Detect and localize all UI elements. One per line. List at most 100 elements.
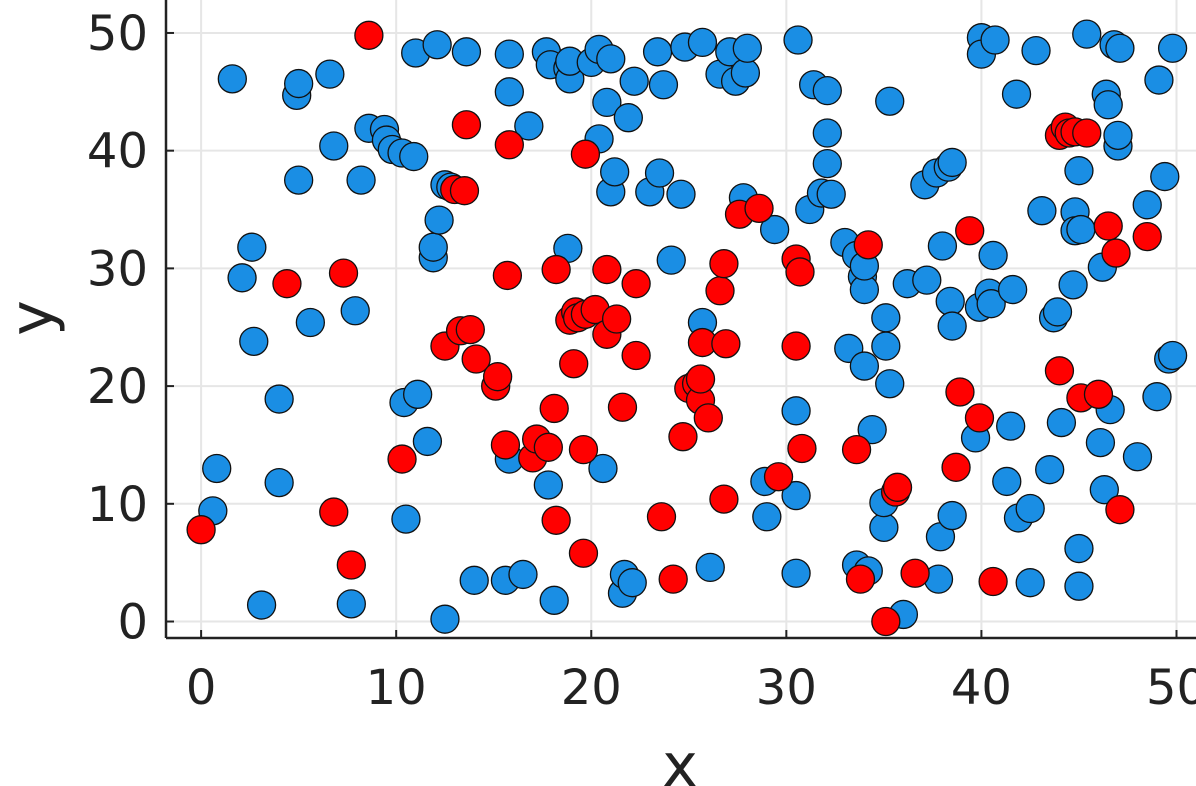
data-point-red [1105,495,1135,525]
data-point-blue [588,453,618,484]
data-point-blue [812,75,842,106]
data-point-red [387,444,417,474]
data-point-blue [816,179,846,209]
data-point-red [785,257,815,287]
data-point-red [494,130,524,160]
data-point-red [336,550,366,580]
data-point-blue [656,245,686,275]
data-point-blue [346,165,376,195]
data-point-blue [996,411,1026,441]
data-point-blue [976,289,1006,319]
data-point-red [978,566,1008,597]
data-point-red [685,364,716,394]
data-point-red [272,269,302,299]
data-point-blue [592,87,622,118]
data-point-red [492,260,523,291]
x-tick-label: 20 [561,660,622,716]
data-point-blue [295,307,326,338]
data-point-blue [1157,33,1188,63]
data-point-blue [217,64,247,94]
data-point-blue [871,303,901,333]
y-tick-label: 40 [87,124,148,180]
data-point-red [1072,118,1102,148]
data-point-red [541,254,571,285]
data-point-red [186,515,216,545]
data-point-blue [514,111,544,141]
data-point-red [964,403,995,433]
data-point-blue [869,512,899,543]
data-point-blue [227,263,257,293]
data-point-blue [1064,533,1094,564]
data-point-blue [451,37,482,67]
data-point-red [1044,356,1075,386]
data-point-blue [617,568,647,598]
data-point-red [841,435,872,465]
data-point-blue [812,148,842,179]
data-point-red [607,392,638,422]
data-point-red [787,433,817,464]
data-point-blue [399,141,429,172]
axes [164,0,1196,640]
data-point-blue [978,240,1008,271]
data-point-red [871,606,901,637]
data-point-red [945,377,975,407]
data-point-red [941,452,971,482]
data-point-blue [264,384,294,414]
data-point-blue [1066,214,1096,245]
data-point-blue [730,58,761,88]
data-point-blue [875,86,905,116]
y-tick-label: 30 [87,241,148,297]
data-point-blue [202,453,232,484]
data-point-blue [494,77,524,107]
data-point-blue [494,39,524,69]
data-point-red [705,276,735,306]
x-axis-label: x [662,731,698,786]
data-point-red [592,254,622,285]
data-point-blue [391,504,421,534]
data-point-blue [1058,270,1088,300]
data-point-blue [1046,407,1077,438]
data-point-blue [1122,442,1153,472]
data-point-blue [997,274,1028,305]
data-point-blue [1105,33,1135,63]
data-point-red [744,193,774,224]
data-point-blue [1015,568,1045,598]
x-tick-label: 40 [951,660,1012,716]
data-point-blue [927,231,958,261]
data-point-blue [1001,79,1032,109]
data-point-red [490,430,521,460]
data-point-blue [596,44,626,74]
data-point-blue [619,66,649,96]
data-point-blue [1157,340,1188,371]
data-point-red [621,269,651,299]
data-point-red [1101,238,1131,268]
data-point-red [601,304,632,334]
data-point-blue [1027,196,1057,226]
data-point-red [1093,211,1123,241]
data-point-red [541,505,571,535]
y-axis-label: y [0,300,67,336]
data-point-red [621,340,651,371]
data-point-red [955,216,985,246]
data-point-blue [935,286,965,316]
x-tick-label: 50 [1146,660,1196,716]
data-point-blue [1089,475,1119,505]
data-point-blue [424,205,454,235]
data-point-blue [539,585,569,615]
data-point-blue [1093,90,1123,120]
y-tick-label: 0 [117,595,148,651]
data-point-blue [1150,161,1180,192]
data-point-red [568,538,599,568]
data-point-red [451,110,482,140]
data-point-red [853,230,883,260]
data-point-blue [937,147,967,178]
data-point-blue [412,426,443,457]
data-points [186,19,1188,637]
data-point-blue [613,103,643,133]
data-point-red [711,329,741,359]
data-point-red [461,344,491,374]
data-point-blue [849,351,880,381]
data-point-blue [237,232,267,262]
data-point-blue [1144,65,1174,95]
y-tick-label: 10 [87,477,148,533]
